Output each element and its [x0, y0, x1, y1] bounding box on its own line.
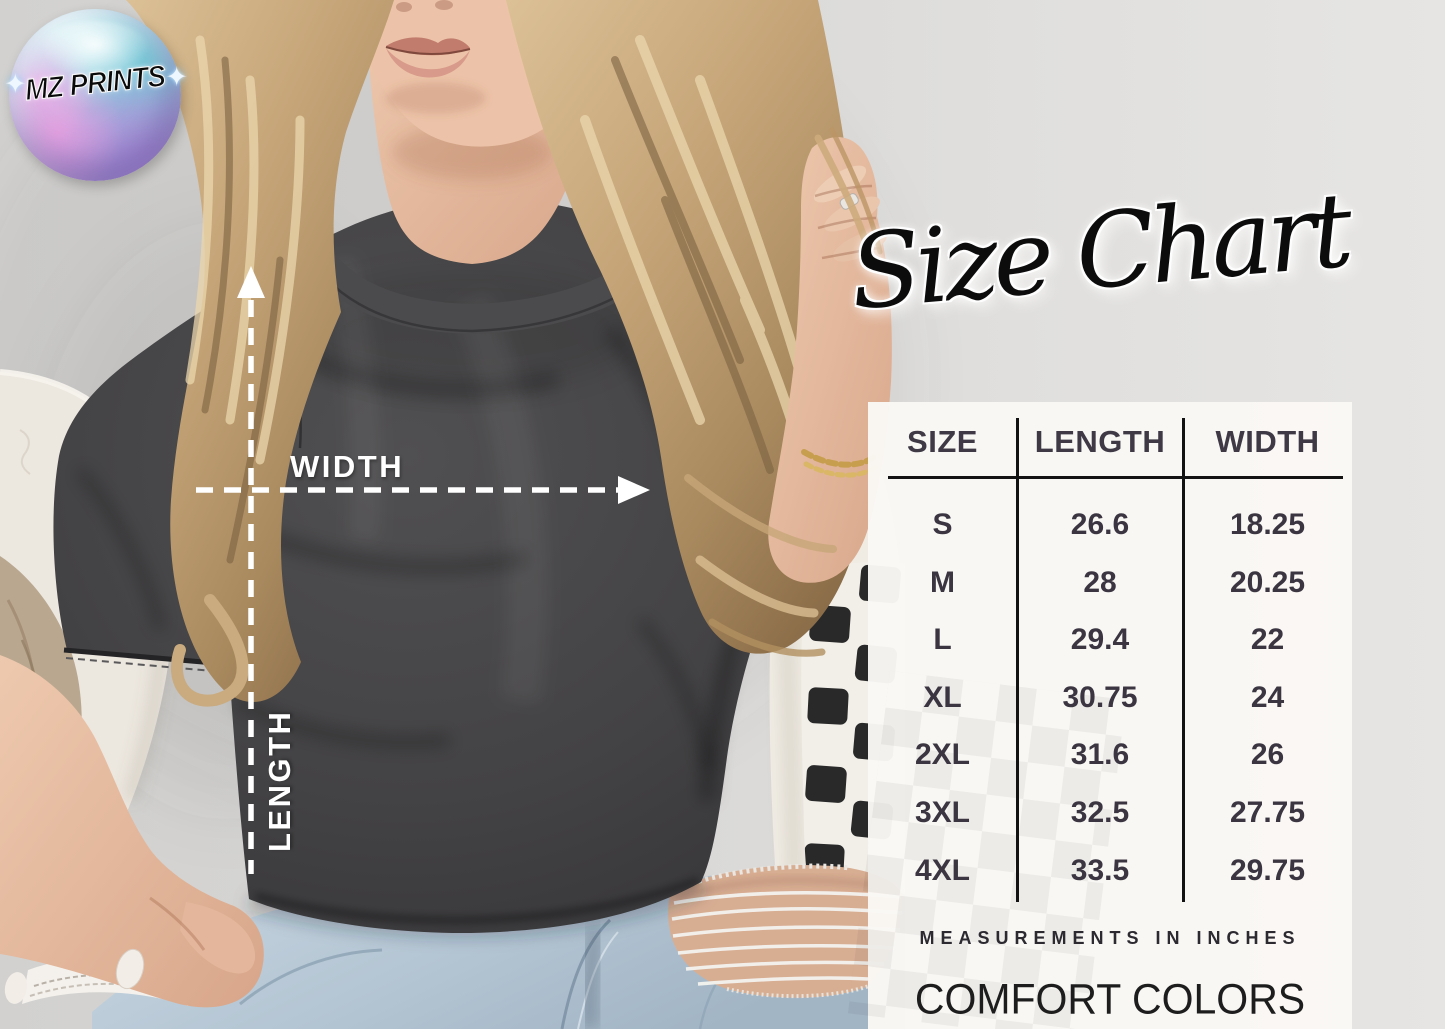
table-cell: 27.75 — [1229, 795, 1306, 829]
col-header-width: WIDTH — [1215, 424, 1320, 459]
brand-line: COMFORT COLORS 1717 — [914, 975, 1306, 1023]
column-divider — [1016, 418, 1019, 902]
col-header-size: SIZE — [907, 424, 978, 459]
table-cell: 2XL — [914, 738, 971, 772]
size-chart-panel: SIZE LENGTH WIDTH S 26.6 18.25 M 28 20.2… — [847, 402, 1352, 1029]
table-cell: L — [933, 623, 952, 657]
col-header-length: LENGTH — [1034, 424, 1166, 459]
table-cell: M — [930, 565, 955, 599]
table-header-row: SIZE LENGTH WIDTH — [868, 420, 1352, 464]
jeans-rip — [668, 863, 903, 999]
table-cell: 29.4 — [1070, 623, 1130, 657]
hair-left — [126, 0, 394, 707]
lips — [385, 37, 471, 78]
table-body: S 26.6 18.25 M 28 20.25 L 29.4 22 XL 30.… — [868, 496, 1352, 899]
fingernail — [115, 948, 145, 990]
table-cell: 24 — [1250, 680, 1285, 714]
length-label: LENGTH — [262, 710, 297, 852]
length-arrow — [237, 266, 265, 874]
fingernail — [4, 972, 28, 1004]
logo-text: MZ PRINTS — [23, 59, 167, 108]
mz-prints-logo: ✦ MZ PRINTS ✦ — [4, 9, 188, 181]
table-cell: XL — [923, 680, 962, 714]
table-cell: 18.25 — [1229, 508, 1306, 541]
table-cell: S — [932, 508, 953, 541]
table-cell: 30.75 — [1062, 680, 1138, 714]
width-label: WIDTH — [290, 449, 404, 484]
table-cell: 31.6 — [1070, 738, 1130, 772]
sparkle-icon: ✦ — [165, 62, 188, 92]
table-cell: 26.6 — [1070, 508, 1130, 541]
table-cell: 29.75 — [1229, 853, 1306, 887]
table-cell: 33.5 — [1070, 853, 1130, 887]
table-cell: 20.25 — [1229, 565, 1306, 599]
header-underline — [888, 476, 1343, 479]
table-cell: 28 — [1083, 565, 1117, 599]
measurements-note: MEASUREMENTS IN INCHES — [919, 928, 1301, 948]
hair-strands-over-arm — [684, 127, 883, 657]
table-cell: 4XL — [914, 853, 971, 887]
width-arrow — [196, 476, 650, 504]
table-cell: 3XL — [914, 795, 971, 829]
sparkle-icon: ✦ — [4, 69, 27, 99]
table-cell: 32.5 — [1070, 795, 1130, 829]
table-cell: 22 — [1250, 623, 1285, 657]
column-divider — [1182, 418, 1185, 902]
resting-arm — [0, 655, 264, 1008]
table-cell: 26 — [1250, 738, 1285, 772]
